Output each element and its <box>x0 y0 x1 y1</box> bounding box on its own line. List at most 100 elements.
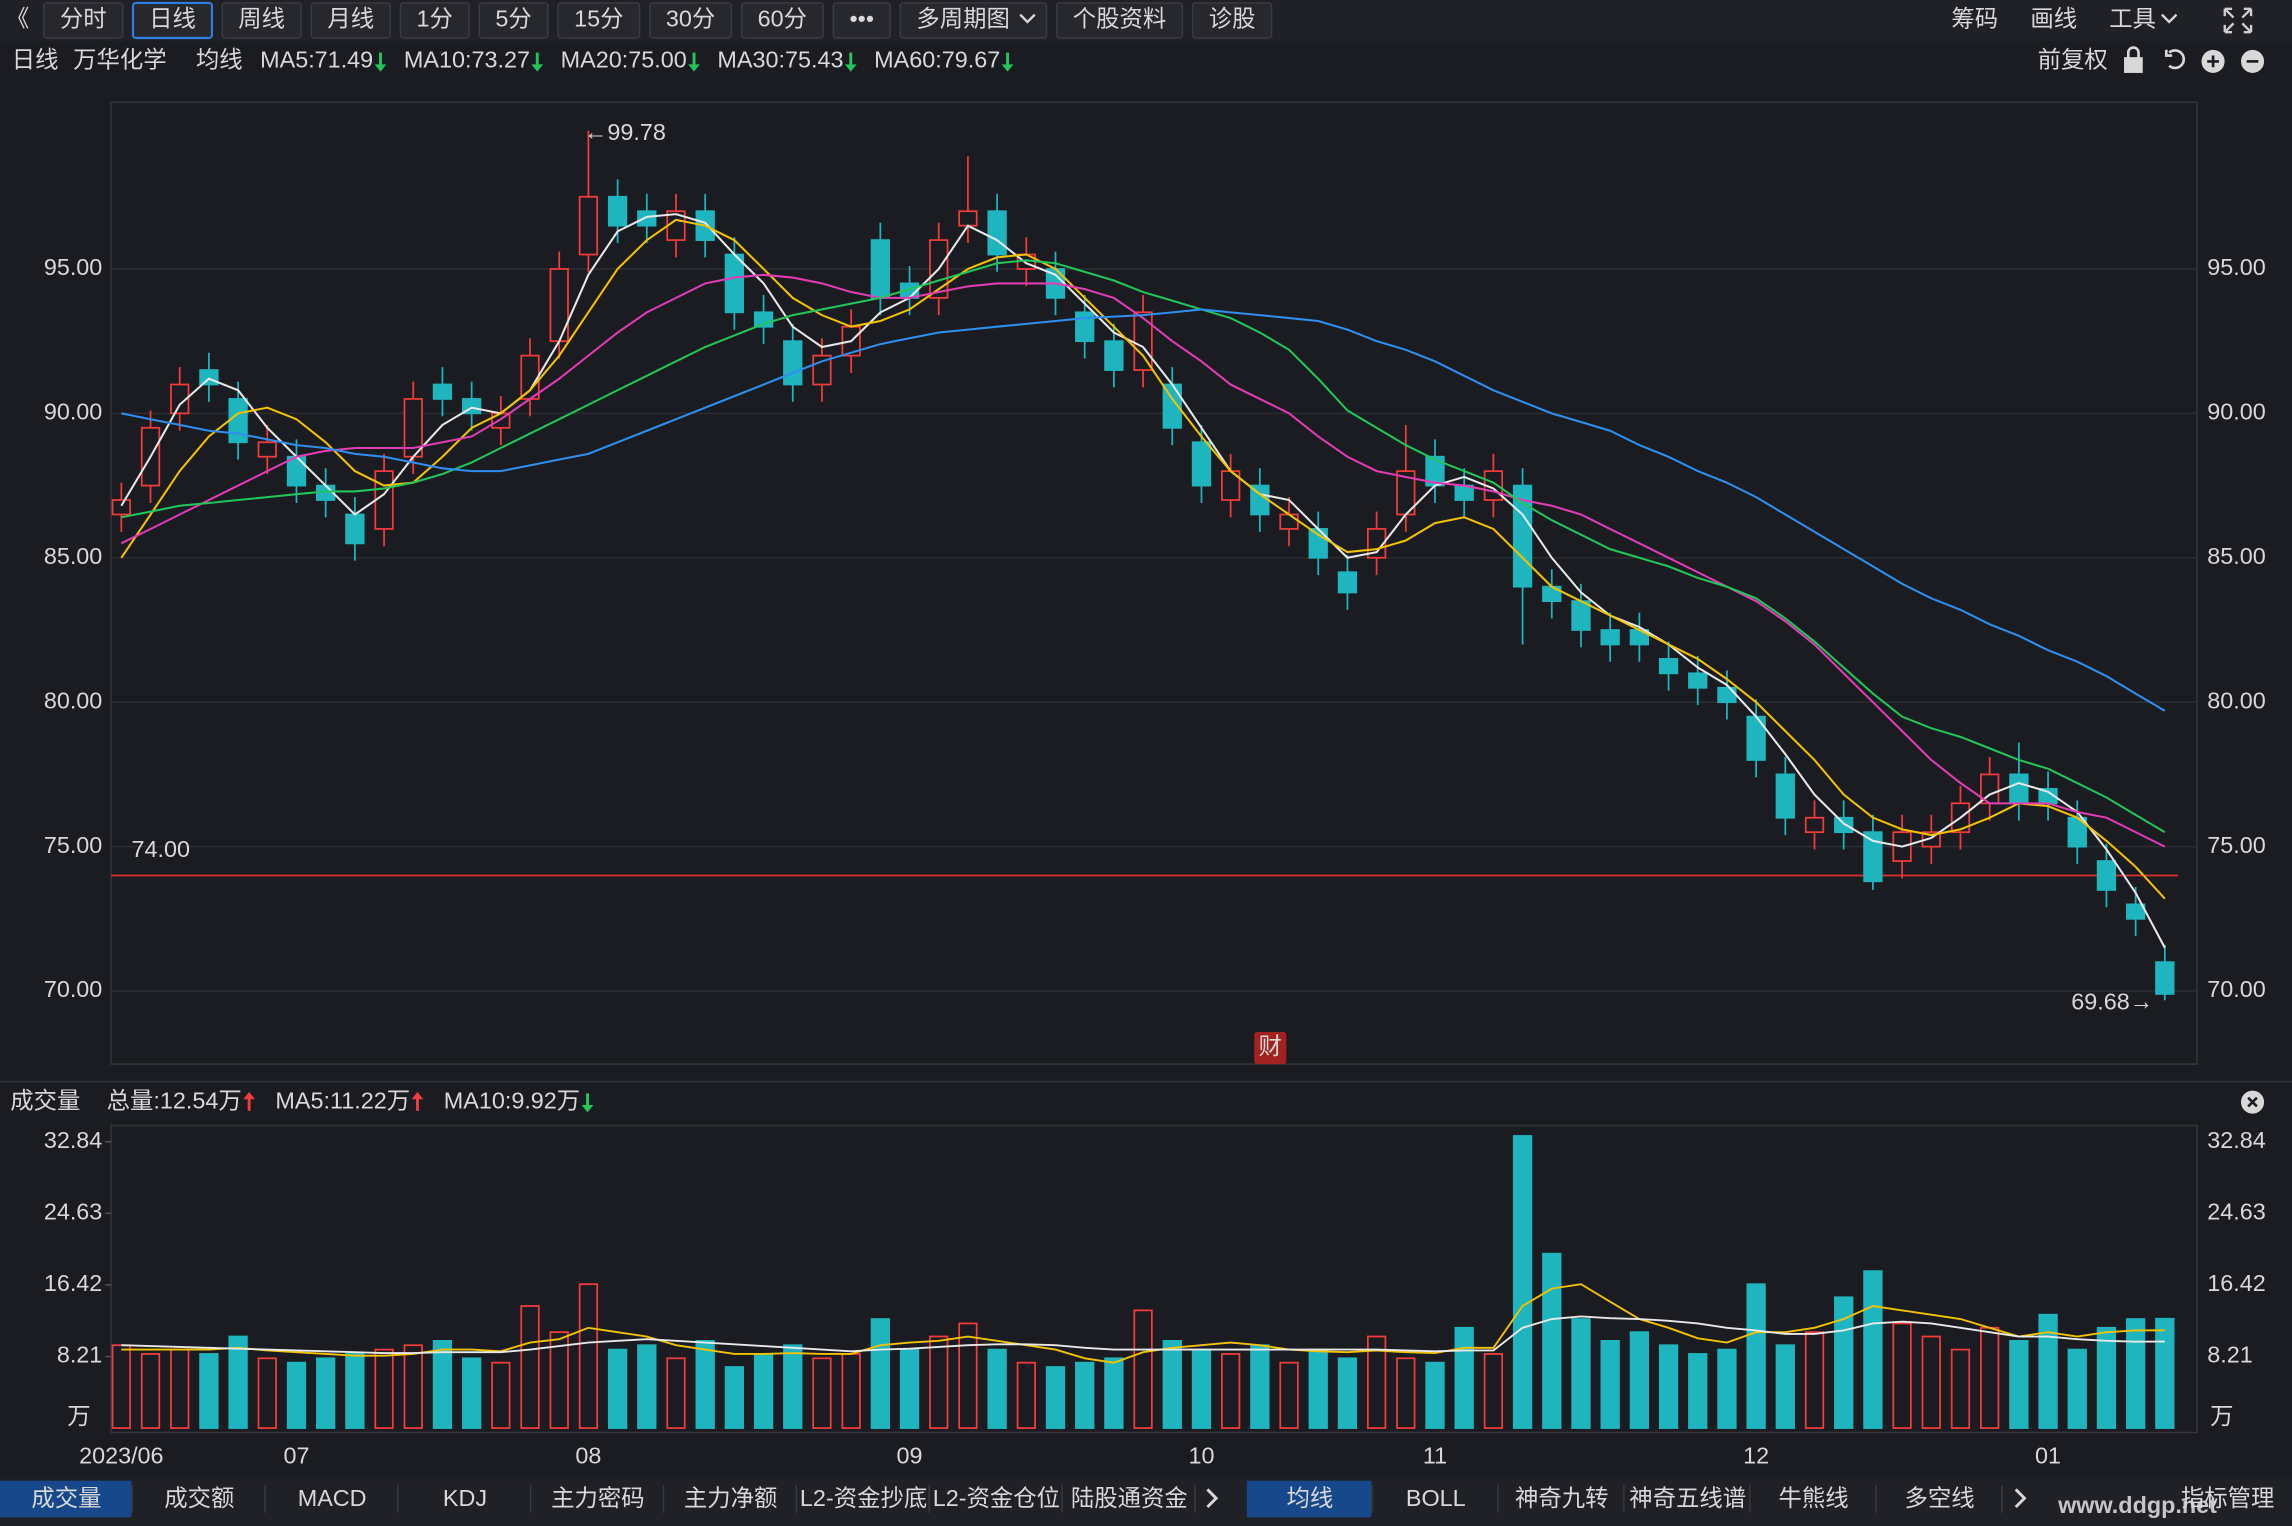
volume-legend: 总量:12.54万 <box>107 1087 242 1113</box>
toolbar-right-label[interactable]: 画线 <box>2030 6 2077 32</box>
toolbar-button[interactable] <box>899 2 1048 39</box>
zoom-in-sign <box>2207 55 2219 68</box>
volume-ma-line <box>121 1283 2165 1364</box>
volume-bar <box>753 1353 774 1429</box>
volume-bar <box>549 1331 569 1429</box>
volume-bar <box>1600 1339 1620 1429</box>
candle-body <box>1775 773 1795 819</box>
toolbar-label: 30分 <box>666 6 715 32</box>
tab[interactable] <box>1498 1480 1624 1518</box>
toolbar-button[interactable] <box>131 1 214 40</box>
indicator-manager[interactable]: 指标管理 <box>2181 1485 2275 1511</box>
toolbar-label: 15分 <box>574 6 623 32</box>
expand-icon[interactable] <box>2223 7 2253 34</box>
back-button[interactable]: 《 <box>6 6 29 32</box>
tab-label: 牛熊线 <box>1779 1485 1849 1511</box>
volume-bar <box>199 1353 219 1429</box>
y-tick-label-right: 90.00 <box>2207 399 2266 425</box>
volume-bar <box>2038 1313 2058 1429</box>
toolbar-button[interactable] <box>221 2 302 39</box>
toolbar-button[interactable] <box>557 2 641 39</box>
undo-icon[interactable] <box>2164 49 2186 70</box>
tab[interactable] <box>132 1480 265 1518</box>
toolbar-button[interactable] <box>478 2 549 39</box>
candle-body <box>1600 629 1620 646</box>
tabs-scroll[interactable] <box>1206 1488 1219 1509</box>
ma-line <box>120 273 2166 848</box>
toolbar-label: 60分 <box>758 6 807 32</box>
volume-bar <box>1425 1361 1445 1429</box>
toolbar-button[interactable] <box>399 2 470 39</box>
reference-label: 74.00 <box>132 836 191 862</box>
candle-body <box>2125 903 2146 920</box>
tab[interactable] <box>929 1480 1062 1518</box>
candle-body <box>783 340 803 386</box>
candle-body <box>2155 961 2175 995</box>
x-tick-label: 11 <box>1423 1442 1447 1468</box>
toolbar-button[interactable] <box>740 2 824 39</box>
toolbar-label: ••• <box>849 6 874 32</box>
volume-tick-label-right: 16.42 <box>2207 1270 2266 1296</box>
toolbar-label: 月线 <box>327 6 374 32</box>
candle-body <box>286 455 307 487</box>
tab[interactable] <box>1876 1480 2002 1518</box>
toolbar-button[interactable] <box>1191 2 1273 39</box>
volume-bar <box>1016 1361 1036 1429</box>
ma-trend-arrow <box>531 52 544 72</box>
toolbar-button[interactable] <box>1055 2 1184 39</box>
volume-bar <box>1104 1357 1124 1429</box>
y-tick-label: 75.00 <box>44 832 103 858</box>
toolbar-right-label[interactable]: 筹码 <box>1951 6 1998 32</box>
candle-body <box>1191 441 1212 487</box>
tab[interactable] <box>1624 1480 1750 1518</box>
lock-icon[interactable] <box>2124 57 2143 73</box>
y-tick-label-right: 80.00 <box>2207 687 2266 713</box>
adjust-label[interactable]: 前复权 <box>2038 47 2108 73</box>
tab[interactable] <box>265 1480 398 1518</box>
dropdown-chevron <box>1019 13 1036 24</box>
tabs-scroll[interactable] <box>2014 1488 2027 1509</box>
tab[interactable] <box>1062 1480 1195 1518</box>
y-tick-label-right: 85.00 <box>2207 543 2266 569</box>
toolbar-button[interactable] <box>43 2 124 39</box>
volume-tick-label: 32.84 <box>44 1127 103 1153</box>
event-marker-box[interactable] <box>1254 1031 1287 1065</box>
price-panel-frame <box>110 101 2198 1065</box>
y-tick-label-right: 75.00 <box>2207 832 2266 858</box>
toolbar-button[interactable] <box>832 2 891 39</box>
volume-panel-frame <box>110 1124 2198 1434</box>
tab[interactable] <box>664 1480 796 1518</box>
candle-body <box>432 383 453 400</box>
volume-bar <box>1892 1322 1912 1429</box>
volume-bar <box>812 1357 832 1429</box>
volume-bar <box>929 1335 949 1429</box>
tab[interactable] <box>531 1480 663 1518</box>
tab[interactable] <box>797 1480 929 1518</box>
tab[interactable] <box>1750 1480 1876 1518</box>
volume-bar <box>228 1335 248 1429</box>
watermark: www.ddgp.net <box>2057 1492 2217 1518</box>
toolbar-right-label[interactable]: 工具 <box>2109 6 2156 32</box>
tab[interactable] <box>1372 1480 1498 1518</box>
tab-label: 成交额 <box>164 1485 234 1511</box>
y-tick-label-right: 95.00 <box>2207 254 2266 280</box>
candle-body <box>607 195 628 227</box>
volume-bar <box>140 1353 161 1429</box>
volume-bar <box>1366 1335 1387 1429</box>
toolbar-button[interactable] <box>310 2 391 39</box>
candle-body <box>345 513 365 545</box>
volume-bar <box>170 1348 190 1429</box>
toolbar-button[interactable] <box>649 2 733 39</box>
volume-bar <box>578 1283 599 1429</box>
tab[interactable] <box>0 1480 132 1518</box>
ma-value: MA5:71.49 <box>260 47 373 73</box>
ma-line <box>121 259 2166 834</box>
tab[interactable] <box>1246 1480 1372 1518</box>
ma-trend-arrow <box>1001 52 1014 72</box>
candle-body <box>870 239 890 299</box>
ma-trend-arrow <box>844 52 857 72</box>
toolbar-label: 个股资料 <box>1073 6 1167 32</box>
x-tick-label: 08 <box>575 1442 601 1468</box>
volume-bar <box>1746 1283 1766 1429</box>
tab[interactable] <box>398 1480 530 1518</box>
